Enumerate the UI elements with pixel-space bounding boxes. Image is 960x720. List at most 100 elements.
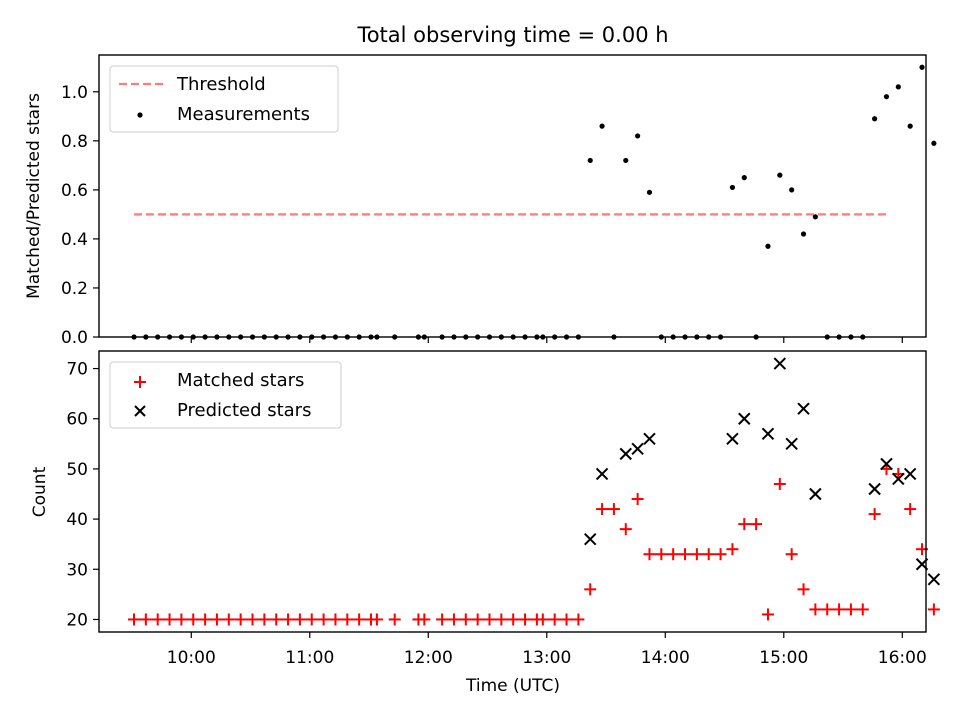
matched-star-point bbox=[128, 613, 140, 626]
matched-star-point bbox=[305, 613, 318, 626]
matched-star-point bbox=[607, 503, 620, 516]
predicted-star-point bbox=[584, 532, 597, 546]
bottom-panel: 20 30 40 50 60 70 10:00 11:00 12:00 13:00 14:00 15… bbox=[30, 350, 941, 696]
matched-star-point bbox=[234, 613, 247, 626]
matched-star-point bbox=[643, 548, 656, 561]
predicted-stars-legend-label: Predicted stars bbox=[177, 400, 311, 421]
top-y-tick-label: 1.0 bbox=[61, 83, 88, 103]
matched-star-point bbox=[690, 548, 703, 561]
measurement-point bbox=[907, 123, 913, 129]
matched-star-point bbox=[619, 523, 632, 536]
matched-star-point bbox=[833, 603, 846, 616]
measurement-point bbox=[623, 157, 629, 164]
matched-star-point bbox=[536, 613, 549, 626]
matched-star-point bbox=[927, 603, 940, 616]
matched-star-point bbox=[507, 613, 520, 626]
matched-star-point bbox=[702, 548, 715, 561]
bottom-axes-frame bbox=[98, 350, 927, 633]
bottom-y-tick-label: 20 bbox=[66, 610, 88, 630]
threshold-legend-label: Threshold bbox=[176, 74, 266, 95]
matched-star-point bbox=[726, 543, 739, 556]
matched-star-point bbox=[785, 548, 798, 561]
matched-star-point bbox=[596, 503, 609, 516]
predicted-stars-legend-swatch bbox=[134, 405, 146, 417]
matched-star-point bbox=[139, 613, 152, 626]
measurement-point bbox=[599, 123, 605, 129]
predicted-star-point bbox=[868, 482, 881, 496]
bottom-y-axis-label: Count bbox=[30, 466, 50, 517]
top-y-tick-label: 0.0 bbox=[61, 328, 88, 348]
matched-star-point bbox=[246, 613, 259, 626]
top-y-ticks: 0.0 0.2 0.4 0.6 0.8 1.0 bbox=[61, 83, 99, 348]
predicted-star-point bbox=[726, 432, 739, 446]
predicted-star-point bbox=[738, 412, 751, 425]
matched-star-point bbox=[388, 613, 401, 626]
matched-star-point bbox=[809, 603, 822, 616]
measurement-point bbox=[931, 140, 937, 146]
top-y-tick-label: 0.2 bbox=[61, 279, 88, 299]
bottom-y-tick-label: 60 bbox=[66, 410, 88, 430]
matched-star-point bbox=[844, 603, 857, 616]
top-panel: 0.0 0.2 0.4 0.6 0.8 1.0 Matched/Predicted sta… bbox=[24, 54, 937, 348]
matched-star-point bbox=[631, 493, 644, 506]
top-axes-frame bbox=[98, 54, 927, 338]
bottom-y-tick-label: 70 bbox=[66, 360, 88, 380]
matched-star-point bbox=[560, 613, 573, 626]
top-y-axis-label: Matched/Predicted stars bbox=[24, 93, 44, 299]
measurement-point bbox=[777, 172, 783, 178]
matched-star-point bbox=[655, 548, 668, 561]
matched-star-point bbox=[572, 613, 585, 626]
matched-star-point bbox=[270, 613, 283, 626]
predicted-star-point bbox=[643, 432, 656, 446]
measurement-point bbox=[812, 214, 818, 220]
matched-star-point bbox=[483, 613, 496, 626]
bottom-x-tick-label: 15:00 bbox=[759, 648, 808, 668]
matched-star-point bbox=[679, 548, 692, 561]
measurements-legend-swatch bbox=[137, 112, 143, 118]
measurement-point bbox=[646, 189, 653, 195]
top-legend-frame bbox=[109, 65, 339, 133]
measurement-point bbox=[895, 84, 901, 90]
top-y-tick-label: 0.6 bbox=[61, 181, 88, 201]
matched-star-point bbox=[163, 613, 176, 626]
bottom-x-tick-label: 12:00 bbox=[404, 648, 453, 668]
top-y-tick-label: 0.8 bbox=[61, 132, 88, 152]
matched-star-point bbox=[151, 613, 164, 626]
matched-stars-legend-label: Matched stars bbox=[177, 370, 304, 391]
matched-star-point bbox=[329, 613, 342, 626]
measurements-legend-label: Measurements bbox=[177, 104, 310, 125]
matched-star-point bbox=[773, 477, 786, 490]
measurement-point bbox=[789, 187, 795, 193]
bottom-x-tick-label: 10:00 bbox=[167, 648, 216, 668]
predicted-star-point bbox=[785, 437, 798, 451]
matched-star-point bbox=[258, 613, 271, 626]
top-y-tick-label: 0.4 bbox=[61, 230, 88, 250]
matched-star-point bbox=[187, 613, 200, 626]
matched-star-point bbox=[436, 613, 449, 626]
predicted-star-point bbox=[773, 357, 787, 370]
matched-star-point bbox=[714, 548, 727, 561]
bottom-x-tick-label: 16:00 bbox=[878, 648, 927, 668]
top-legend: Threshold Measurements bbox=[109, 65, 339, 133]
measurement-point bbox=[741, 175, 747, 181]
matched-stars-legend-swatch bbox=[134, 376, 146, 388]
matched-star-point bbox=[341, 613, 354, 626]
predicted-star-point bbox=[595, 467, 609, 481]
matched-star-point bbox=[282, 613, 295, 626]
bottom-x-ticks: 10:00 11:00 12:00 13:00 14:00 15:00 16:00 bbox=[167, 632, 927, 668]
matched-star-point bbox=[175, 613, 188, 626]
matched-star-point bbox=[868, 508, 881, 521]
predicted-star-point bbox=[927, 573, 941, 586]
predicted-star-point bbox=[619, 447, 632, 461]
measurement-point bbox=[800, 231, 807, 237]
bottom-x-tick-label: 14:00 bbox=[641, 648, 690, 668]
matched-star-point bbox=[584, 583, 597, 596]
matched-star-point bbox=[738, 518, 751, 531]
chart-title: Total observing time = 0.00 h bbox=[356, 23, 668, 47]
x-axis-label: Time (UTC) bbox=[465, 676, 560, 696]
bottom-x-tick-label: 13:00 bbox=[522, 648, 571, 668]
matched-star-point bbox=[548, 613, 561, 626]
bottom-legend: Matched stars Predicted stars bbox=[109, 361, 342, 429]
predicted-star-point bbox=[631, 442, 644, 456]
